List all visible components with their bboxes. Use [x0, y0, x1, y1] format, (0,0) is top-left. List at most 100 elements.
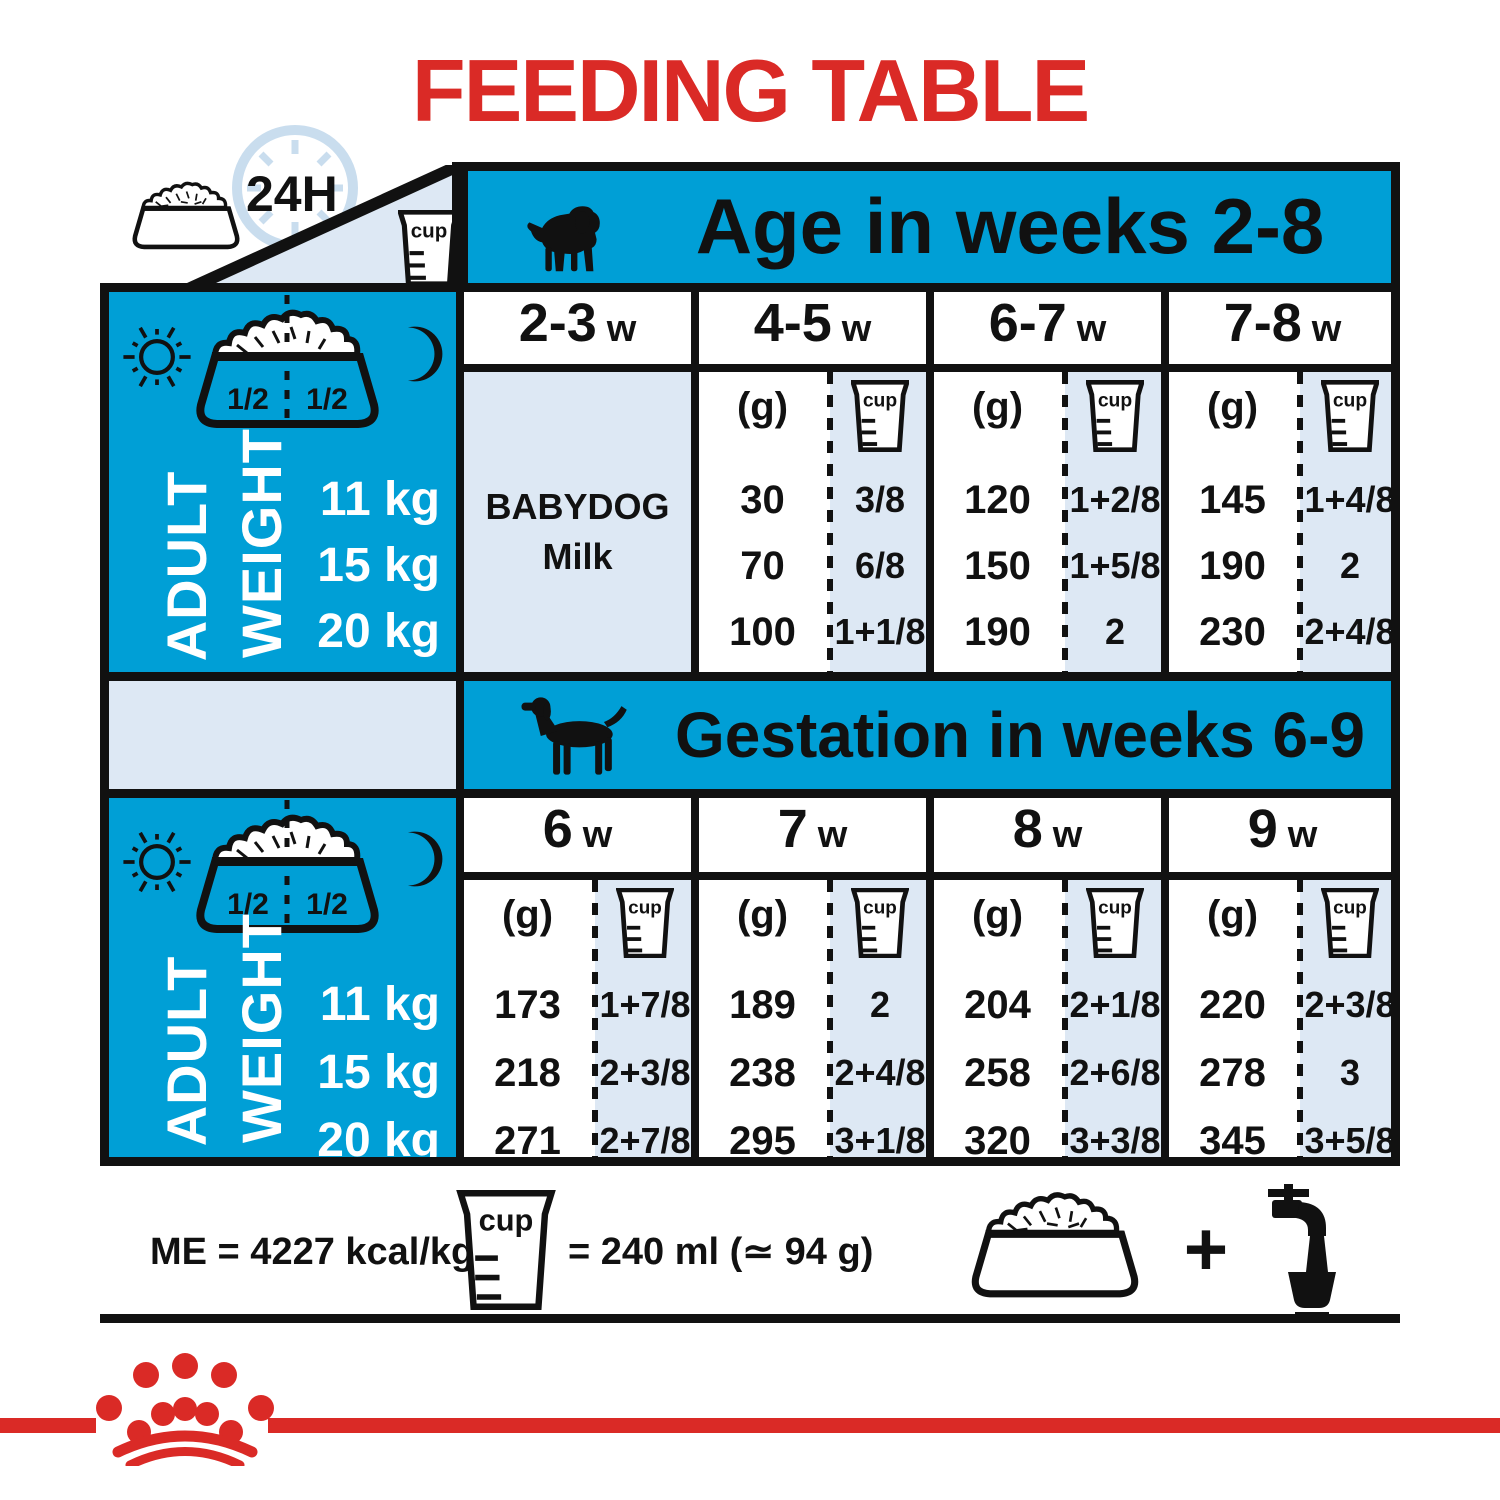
- g-subcol: [695, 880, 830, 1158]
- g-value: 100: [729, 610, 796, 654]
- table-border: [926, 283, 934, 672]
- cup-value: 3+3/8: [1069, 1120, 1161, 1161]
- cup-value: 1+1/8: [834, 611, 926, 652]
- cup-value: 2: [1339, 545, 1361, 586]
- cup-icon: cup: [851, 380, 909, 452]
- cup-icon: cup: [851, 888, 909, 958]
- table-border: [1161, 789, 1169, 1165]
- moon-icon: [393, 322, 443, 386]
- table-border: [456, 283, 464, 1166]
- cup-value: 3/8: [854, 479, 906, 520]
- grams-label: (g): [971, 385, 1024, 429]
- section1-title: Age in weeks 2-8: [640, 178, 1380, 274]
- svg-text:cup: cup: [1098, 390, 1133, 411]
- cup-icon: cup: [398, 210, 460, 286]
- cup-value: 2+3/8: [1304, 984, 1396, 1025]
- g-subcol: [1165, 372, 1300, 672]
- grams-label: (g): [1206, 385, 1259, 429]
- weight-label: WEIGHT: [230, 913, 293, 1143]
- cup-value: 1+7/8: [599, 984, 691, 1025]
- grams-label: (g): [501, 893, 554, 937]
- g-value: 218: [494, 1051, 561, 1095]
- g-subcol: [930, 372, 1065, 672]
- footer-divider: [100, 1314, 1400, 1323]
- cup-icon: cup: [1086, 380, 1144, 452]
- table-border: [100, 283, 1400, 292]
- g-value: 204: [964, 983, 1031, 1027]
- adult-label: ADULT: [155, 470, 218, 662]
- section2-title: Gestation in weeks 6-9: [640, 692, 1400, 778]
- g-value: 145: [1199, 478, 1266, 522]
- brand-line: [0, 1418, 96, 1433]
- svg-text:1/2: 1/2: [227, 383, 269, 416]
- g-subcol: [930, 880, 1065, 1158]
- svg-text:1/2: 1/2: [306, 383, 348, 416]
- sun-icon: [115, 820, 199, 904]
- cup-value: 2+1/8: [1069, 984, 1161, 1025]
- duration-label: 24H: [246, 166, 338, 222]
- col-header: 2-3 w: [460, 292, 695, 364]
- cup-icon: cup: [1086, 888, 1144, 958]
- sun-icon: [115, 315, 199, 399]
- me-energy-label: ME = 4227 kcal/kg: [150, 1231, 475, 1273]
- svg-text:1/2: 1/2: [306, 888, 348, 921]
- half-bowl-icon: 1/2 1/2: [180, 293, 395, 445]
- g-value: 120: [964, 478, 1031, 522]
- g-value: 70: [740, 544, 785, 588]
- g-value: 189: [729, 983, 796, 1027]
- cup-value: 3+5/8: [1304, 1120, 1396, 1161]
- section1-header-band: [460, 165, 1400, 291]
- weight-row-label: 11 kg: [319, 978, 440, 1031]
- cup-value: 2+3/8: [599, 1052, 691, 1093]
- cup-value: 1+2/8: [1069, 479, 1161, 520]
- cup-icon: cup: [452, 1190, 560, 1310]
- cup-value: 2+7/8: [599, 1120, 691, 1161]
- dashed-divider: [592, 880, 598, 1158]
- weight-row-label: 11 kg: [319, 473, 440, 526]
- table-border: [926, 789, 934, 1165]
- table-border: [691, 789, 699, 1165]
- corner-triangle: [100, 165, 460, 291]
- dashed-divider: [827, 880, 833, 1158]
- puppy-icon: [523, 200, 619, 280]
- g-value: 278: [1199, 1051, 1266, 1095]
- g-value: 220: [1199, 983, 1266, 1027]
- dashed-divider: [1062, 880, 1068, 1158]
- half-bowl-icon: 1/2 1/2: [180, 798, 395, 950]
- table-border: [452, 165, 468, 291]
- section1-range: 2-8: [1211, 181, 1325, 270]
- svg-text:cup: cup: [863, 390, 898, 411]
- table-border: [100, 672, 1400, 681]
- brand-line: [268, 1418, 1500, 1433]
- col-header: 4-5 w: [695, 292, 930, 364]
- g-value: 238: [729, 1051, 796, 1095]
- table-border: [100, 1157, 1400, 1166]
- babydog-line1: BABYDOG: [485, 486, 670, 527]
- dashed-divider: [1297, 372, 1303, 672]
- cup-value: 2+6/8: [1069, 1052, 1161, 1093]
- page-title: FEEDING TABLE: [411, 41, 1090, 140]
- kibble-bowl-icon: [126, 170, 246, 265]
- weight-row-label: 20 kg: [317, 605, 440, 658]
- cup-value: 1+5/8: [1069, 545, 1161, 586]
- water-tap-icon: [1238, 1184, 1338, 1316]
- dog-icon: [518, 688, 632, 784]
- section1-title-text: Age in weeks: [695, 181, 1190, 270]
- cup-value: 3+1/8: [834, 1120, 926, 1161]
- svg-text:cup: cup: [479, 1203, 534, 1238]
- cup-value: 3: [1339, 1052, 1361, 1093]
- table-border: [1161, 283, 1169, 672]
- cup-value: 2: [1104, 611, 1126, 652]
- svg-text:cup: cup: [411, 220, 448, 243]
- g-value: 345: [1199, 1119, 1266, 1163]
- table-border: [1391, 162, 1400, 1166]
- weight-row-label: 15 kg: [317, 1046, 440, 1099]
- section2-range: 6-9: [1272, 699, 1366, 771]
- g-subcol: [695, 372, 830, 672]
- cup-value: 2+4/8: [1304, 611, 1396, 652]
- svg-text:cup: cup: [1333, 390, 1368, 411]
- svg-text:cup: cup: [1333, 898, 1367, 919]
